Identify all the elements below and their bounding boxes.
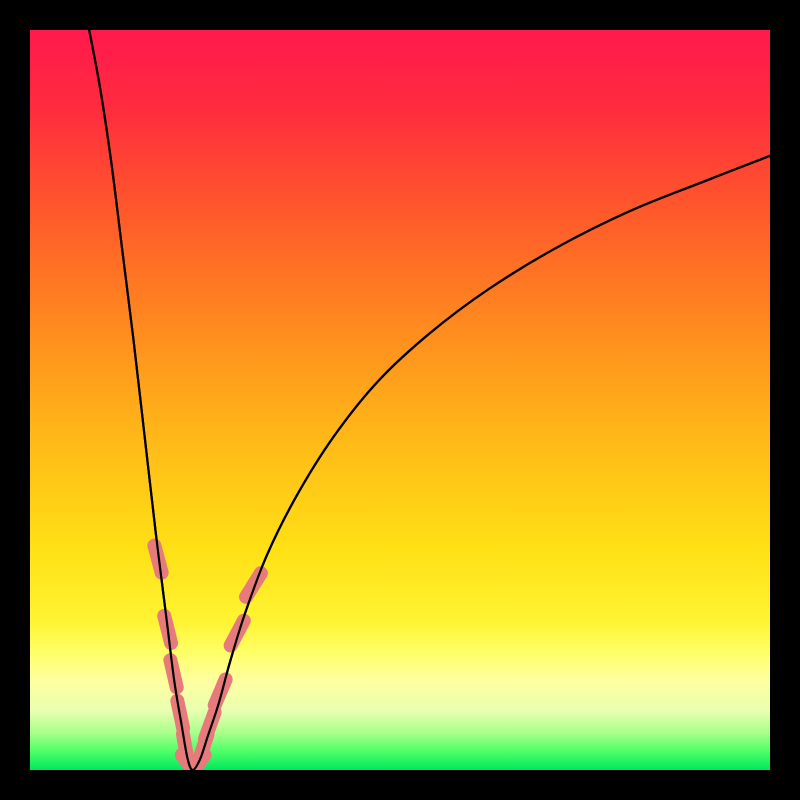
chart-stage: TheBottleneck.com <box>0 0 800 800</box>
chart-svg <box>0 0 800 800</box>
